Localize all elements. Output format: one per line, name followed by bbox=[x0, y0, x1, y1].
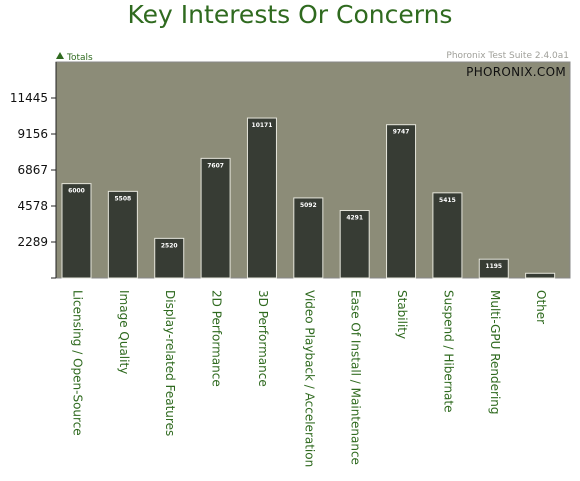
bar bbox=[200, 157, 231, 279]
data-label: 5415 bbox=[439, 197, 456, 204]
data-label: 10171 bbox=[252, 122, 273, 129]
x-tick-label: Image Quality bbox=[117, 290, 131, 374]
data-label: 5092 bbox=[300, 202, 317, 209]
x-tick-label: Other bbox=[534, 290, 548, 324]
bar bbox=[246, 117, 277, 279]
bar bbox=[478, 258, 509, 279]
chart-title: Key Interests Or Concerns bbox=[127, 0, 453, 29]
data-label: 1195 bbox=[485, 263, 502, 270]
bar bbox=[293, 197, 324, 279]
credit-text: Phoronix Test Suite 2.4.0a1 bbox=[446, 51, 569, 61]
x-tick-label: Licensing / Open-Source bbox=[71, 290, 85, 436]
bar bbox=[61, 183, 92, 279]
x-tick-label: Suspend / Hibernate bbox=[441, 290, 455, 413]
y-tick-label: 11445 bbox=[10, 91, 48, 105]
data-label: 4291 bbox=[346, 215, 363, 222]
x-tick-label: Stability bbox=[395, 290, 409, 339]
bar bbox=[107, 190, 138, 279]
y-tick-label: 9156 bbox=[17, 127, 48, 141]
watermark: PHORONIX.COM bbox=[466, 65, 566, 79]
x-axis-labels: Licensing / Open-Source Image Quality Disp… bbox=[71, 290, 549, 467]
x-tick-label: 3D Performance bbox=[256, 290, 270, 387]
bar bbox=[339, 210, 370, 279]
data-label: 6000 bbox=[68, 188, 85, 195]
y-tick-label: 2289 bbox=[17, 235, 48, 249]
data-label: 5508 bbox=[115, 195, 132, 202]
bar bbox=[432, 192, 463, 279]
x-tick-label: Multi-GPU Rendering bbox=[488, 290, 502, 415]
x-tick-label: 2D Performance bbox=[210, 290, 224, 387]
legend-entry-totals: Totals bbox=[66, 53, 93, 63]
bar-series-totals: 6000 5508 2520 7607 10171 5092 4291 9747 5415 119… bbox=[61, 117, 556, 279]
x-tick-label: Display-related Features bbox=[163, 290, 177, 436]
data-label: 7607 bbox=[207, 162, 224, 169]
data-label: 9747 bbox=[393, 129, 410, 136]
bar bbox=[154, 237, 185, 279]
legend-marker bbox=[56, 52, 64, 59]
bar bbox=[525, 272, 556, 279]
y-tick-label: 6867 bbox=[17, 163, 48, 177]
legend: Totals bbox=[56, 52, 93, 63]
y-axis-ticks: 2289 4578 6867 9156 11445 bbox=[10, 91, 56, 279]
bar bbox=[386, 124, 417, 279]
y-tick-label: 4578 bbox=[17, 199, 48, 213]
x-tick-label: Ease Of Install / Maintenance bbox=[349, 290, 363, 465]
x-tick-label: Video Playback / Acceleration bbox=[302, 290, 316, 467]
data-label: 2520 bbox=[161, 242, 178, 249]
